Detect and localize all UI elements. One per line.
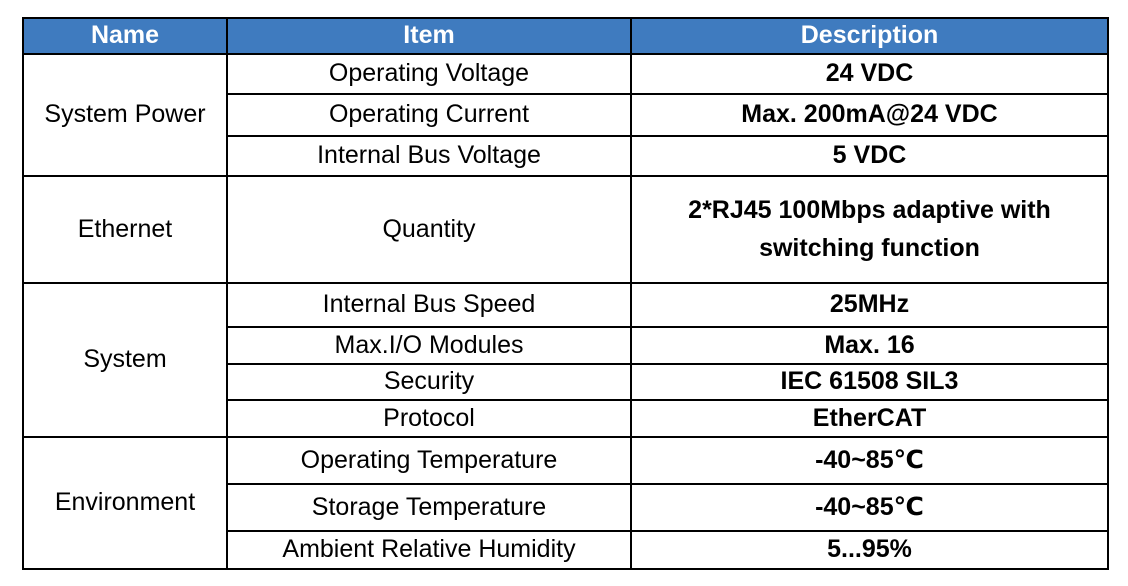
desc-storage-temperature: -40~85℃ bbox=[630, 483, 1109, 532]
desc-quantity-line1: 2*RJ45 100Mbps adaptive with bbox=[688, 196, 1051, 225]
desc-internal-bus-speed: 25MHz bbox=[630, 282, 1109, 328]
desc-quantity-line2: switching function bbox=[759, 233, 980, 262]
item-security: Security bbox=[226, 363, 632, 401]
table-row: Ambient Relative Humidity 5...95% bbox=[23, 530, 1109, 570]
item-quantity: Quantity bbox=[226, 175, 632, 284]
group-name-environment: Environment bbox=[22, 436, 228, 570]
table-body: System Power Operating Voltage 24 VDC Op… bbox=[22, 53, 1109, 570]
specification-table: Name Item Description System Power Opera… bbox=[22, 17, 1109, 570]
item-operating-temperature: Operating Temperature bbox=[226, 436, 632, 485]
desc-max-io-modules: Max. 16 bbox=[630, 326, 1109, 365]
table-row: Operating Current Max. 200mA@24 VDC bbox=[23, 93, 1109, 137]
table-row: Internal Bus Voltage 5 VDC bbox=[23, 135, 1109, 177]
item-operating-voltage: Operating Voltage bbox=[226, 53, 632, 95]
item-ambient-relative-humidity: Ambient Relative Humidity bbox=[226, 530, 632, 570]
header-item: Item bbox=[226, 17, 632, 55]
table-row: System Internal Bus Speed 25MHz bbox=[22, 282, 1109, 438]
table-row: Ethernet Quantity 2*RJ45 100Mbps adaptiv… bbox=[22, 175, 1109, 284]
item-max-io-modules: Max.I/O Modules bbox=[226, 326, 632, 365]
group-name-ethernet: Ethernet bbox=[22, 175, 228, 284]
desc-security: IEC 61508 SIL3 bbox=[630, 363, 1109, 401]
desc-operating-voltage: 24 VDC bbox=[630, 53, 1109, 95]
header-row: Name Item Description bbox=[22, 17, 1109, 55]
item-internal-bus-speed: Internal Bus Speed bbox=[226, 282, 632, 328]
header-name: Name bbox=[22, 17, 228, 55]
table-row: Security IEC 61508 SIL3 bbox=[23, 363, 1109, 401]
table-row: Storage Temperature -40~85℃ bbox=[23, 483, 1109, 532]
group-name-system-power: System Power bbox=[22, 53, 228, 177]
table-row: Protocol EtherCAT bbox=[23, 399, 1109, 438]
desc-internal-bus-voltage: 5 VDC bbox=[630, 135, 1109, 177]
item-operating-current: Operating Current bbox=[226, 93, 632, 137]
header-description: Description bbox=[630, 17, 1109, 55]
group-name-system: System bbox=[22, 282, 228, 438]
desc-quantity: 2*RJ45 100Mbps adaptive with switching f… bbox=[630, 175, 1109, 284]
item-protocol: Protocol bbox=[226, 399, 632, 438]
table-row: System Power Operating Voltage 24 VDC bbox=[22, 53, 1109, 177]
desc-protocol: EtherCAT bbox=[630, 399, 1109, 438]
item-internal-bus-voltage: Internal Bus Voltage bbox=[226, 135, 632, 177]
desc-ambient-relative-humidity: 5...95% bbox=[630, 530, 1109, 570]
table-row: Environment Operating Temperature -40~85… bbox=[22, 436, 1109, 570]
desc-operating-temperature: -40~85℃ bbox=[630, 436, 1109, 485]
desc-operating-current: Max. 200mA@24 VDC bbox=[630, 93, 1109, 137]
table-header: Name Item Description bbox=[22, 17, 1109, 55]
item-storage-temperature: Storage Temperature bbox=[226, 483, 632, 532]
table-row: Max.I/O Modules Max. 16 bbox=[23, 326, 1109, 365]
